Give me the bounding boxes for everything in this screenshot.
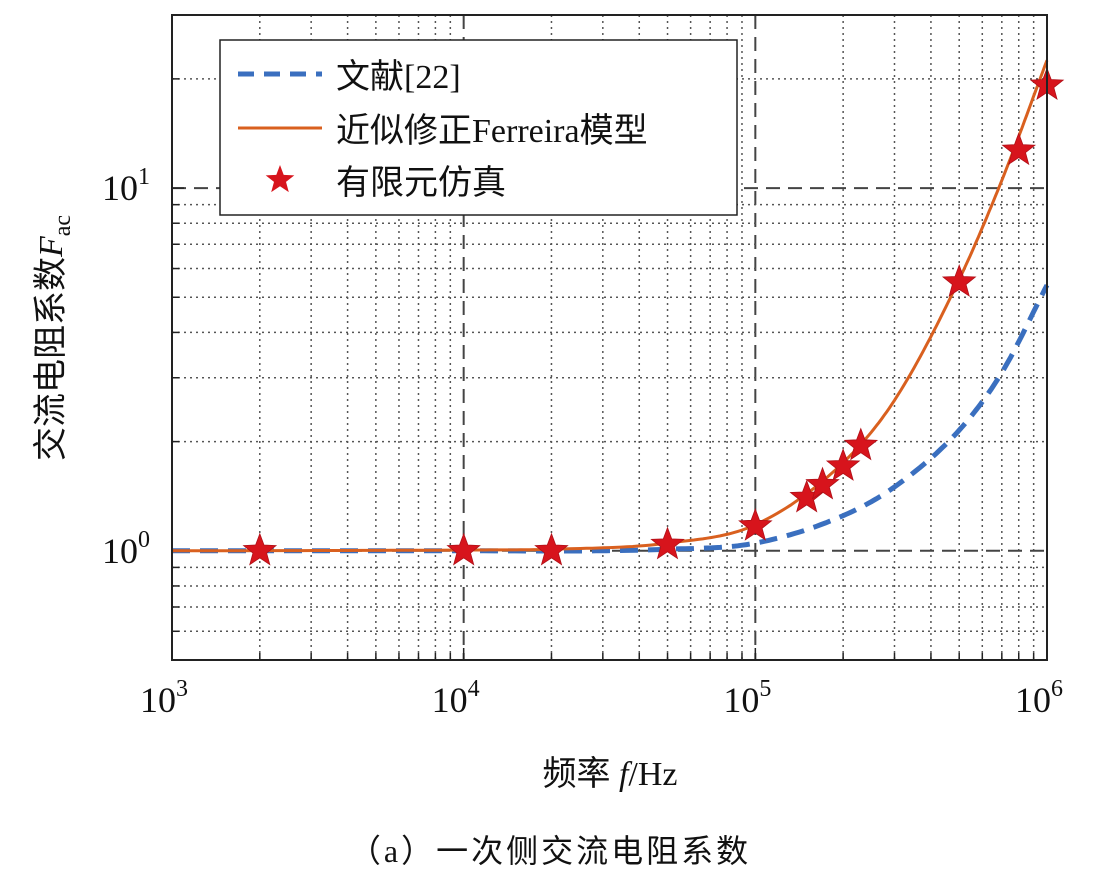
- star-marker: [843, 427, 879, 461]
- x-tick-label: 105: [723, 676, 771, 720]
- series-layer: [172, 59, 1065, 566]
- x-axis-label: 频率 f/Hz: [542, 755, 677, 793]
- star-marker: [805, 466, 840, 500]
- x-tick-label: 103: [140, 676, 188, 720]
- y-tick-label: 101: [102, 164, 150, 208]
- star-marker: [534, 532, 569, 566]
- star-marker: [941, 264, 977, 297]
- figure-caption: （a）一次侧交流电阻系数: [349, 833, 751, 869]
- y-tick-label: 100: [102, 527, 150, 571]
- x-tick-label: 106: [1015, 676, 1063, 720]
- legend-star-icon: [265, 165, 295, 193]
- star-marker: [1001, 132, 1036, 166]
- series-line-dashed: [172, 283, 1050, 554]
- star-marker: [242, 532, 278, 566]
- legend: 文献[22] 近似修正Ferreira模型 有限元仿真: [219, 39, 738, 216]
- x-tick-labels: 103 104 105 106: [140, 676, 1063, 720]
- x-tick-label: 104: [432, 676, 480, 720]
- star-marker: [446, 532, 481, 566]
- y-tick-labels: 100 101: [102, 164, 150, 571]
- plot-frame: [171, 14, 1048, 661]
- legend-label-0: 文献[22]: [336, 58, 461, 96]
- legend-label-2: 有限元仿真: [336, 164, 506, 202]
- star-marker: [650, 526, 685, 560]
- legend-label-1: 近似修正Ferreira模型: [336, 112, 648, 150]
- y-axis-label: 交流电阻系数Fac: [32, 215, 76, 461]
- star-marker: [738, 507, 773, 541]
- star-marker: [825, 448, 861, 481]
